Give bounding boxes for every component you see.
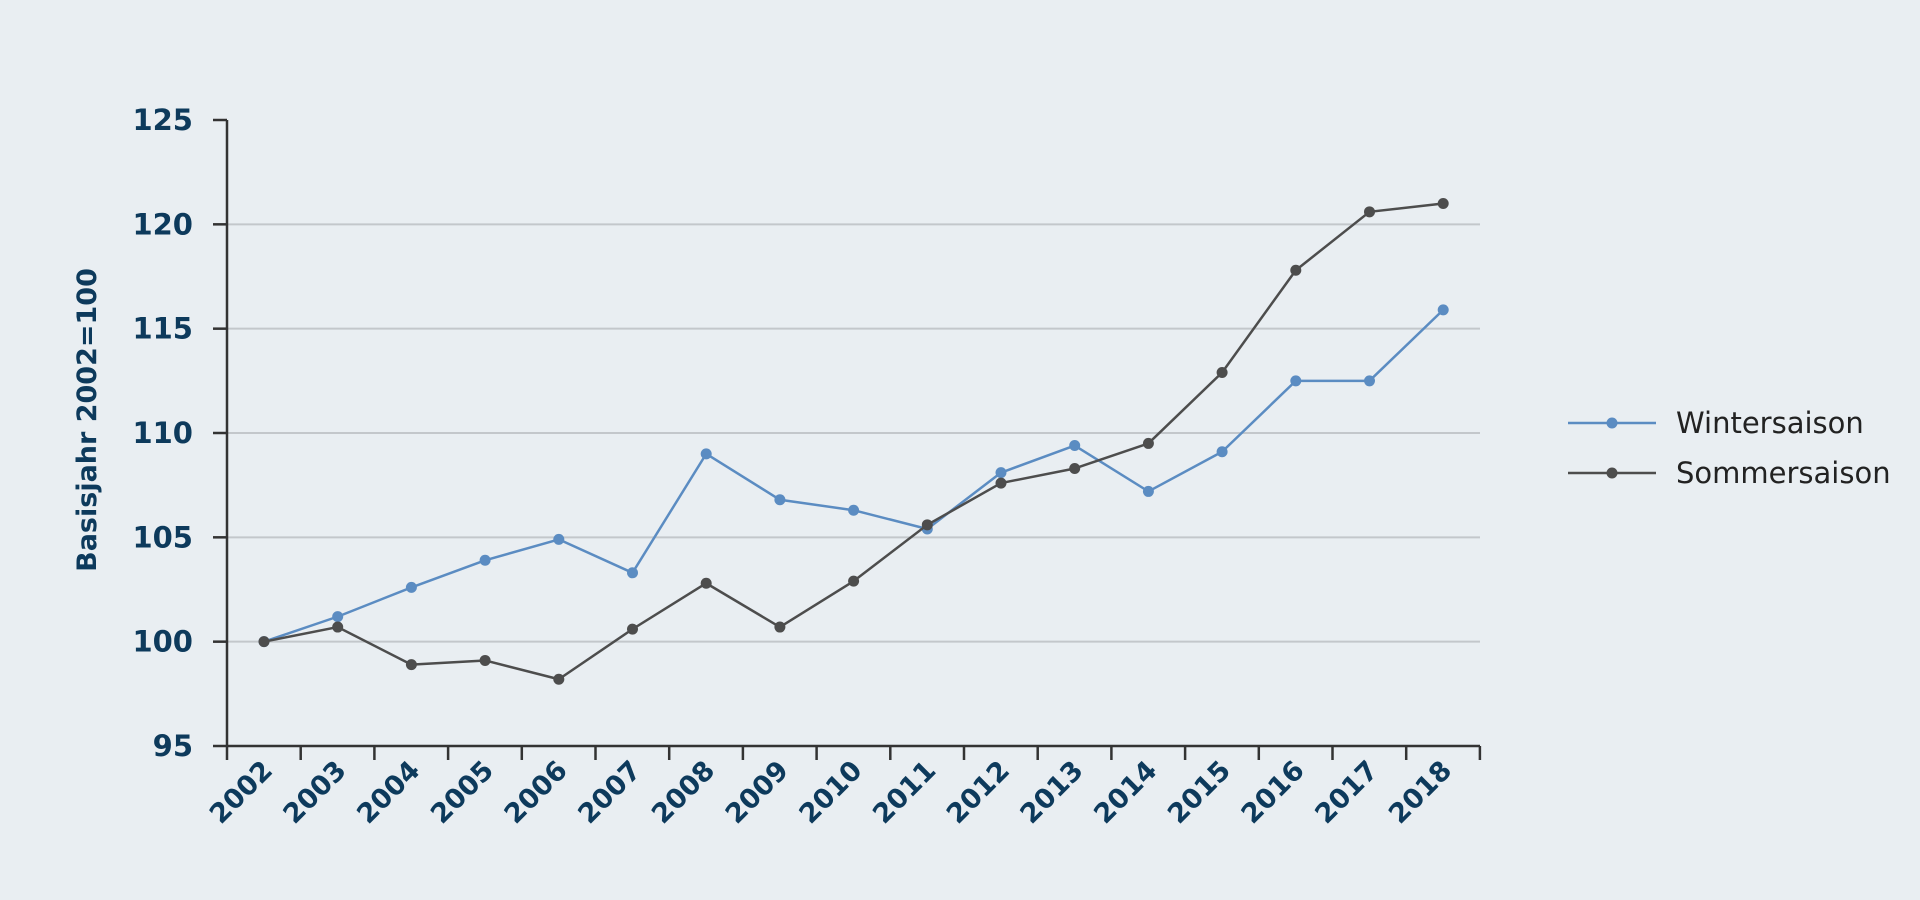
data-point-sommersaison [700,577,712,589]
series-sommersaison [258,197,1449,685]
legend-label: Sommersaison [1676,456,1891,490]
data-point-wintersaison [1069,440,1081,452]
data-point-wintersaison [995,467,1007,479]
x-tick-label: 2009 [720,755,795,830]
data-point-wintersaison [1142,485,1154,497]
legend-label: Wintersaison [1676,406,1864,440]
data-point-wintersaison [774,494,786,506]
legend-swatch-point [1606,467,1618,479]
data-point-sommersaison [1437,197,1449,209]
data-point-sommersaison [1142,437,1154,449]
series-layer [258,197,1449,685]
series-wintersaison [258,304,1449,648]
data-point-sommersaison [995,477,1007,489]
series-line-wintersaison [263,308,1445,643]
y-tick-label: 115 [132,312,193,346]
y-axis-label: Basisjahr 2002=100 [72,268,103,572]
data-point-wintersaison [700,448,712,460]
x-tick-label: 2003 [278,755,353,830]
y-tick-label: 100 [132,625,193,659]
axes: 95 100 105 110 115 120 125 20022003200420052006… [132,103,1482,830]
data-point-wintersaison [848,504,860,516]
x-tick-label: 2002 [204,755,279,830]
data-point-wintersaison [1364,375,1375,387]
x-tick-label: 2017 [1309,755,1384,830]
data-point-sommersaison [553,673,565,685]
data-point-sommersaison [332,621,344,633]
series-line-sommersaison [263,202,1444,681]
data-point-sommersaison [1290,264,1302,276]
x-tick-label: 2004 [351,755,426,830]
legend-item-wintersaison: Wintersaison [1568,406,1864,440]
legend-item-sommersaison: Sommersaison [1568,456,1891,490]
y-tick-label: 110 [132,416,193,450]
data-point-sommersaison [258,636,270,648]
data-point-wintersaison [479,554,491,566]
x-tick-label: 2012 [941,755,1016,830]
y-tick-label: 95 [153,729,193,763]
x-tick-label: 2010 [793,755,868,830]
data-point-wintersaison [1290,375,1302,387]
x-tick-label: 2014 [1088,755,1163,830]
data-point-sommersaison [1069,462,1081,474]
data-point-sommersaison [848,575,860,587]
y-tick-label: 125 [132,103,193,137]
data-point-wintersaison [627,567,638,579]
x-tick-label: 2015 [1162,755,1237,830]
data-point-sommersaison [774,621,786,633]
data-point-sommersaison [921,519,933,531]
gridlines [227,223,1480,643]
x-tick-label: 2007 [572,755,647,830]
data-point-wintersaison [1216,446,1228,458]
data-point-sommersaison [1216,366,1228,378]
x-tick-label: 2005 [425,755,500,830]
data-point-wintersaison [1437,304,1449,316]
x-tick-label: 2008 [646,755,721,830]
y-tick-label: 120 [132,207,193,241]
x-tick-label: 2016 [1236,755,1311,830]
data-point-wintersaison [405,581,417,593]
y-tick-label: 105 [132,520,193,554]
legend: Wintersaison Sommersaison [1568,406,1891,490]
data-point-sommersaison [1364,206,1375,218]
data-point-sommersaison [479,654,491,666]
data-point-wintersaison [553,533,565,545]
legend-swatch-point [1606,417,1618,429]
x-tick-label: 2011 [867,755,942,830]
data-point-wintersaison [332,611,344,623]
x-tick-label: 2018 [1383,755,1458,830]
x-tick-label: 2006 [499,755,574,830]
x-tick-label: 2013 [1015,755,1090,830]
data-point-sommersaison [627,623,638,635]
data-point-sommersaison [405,659,417,671]
